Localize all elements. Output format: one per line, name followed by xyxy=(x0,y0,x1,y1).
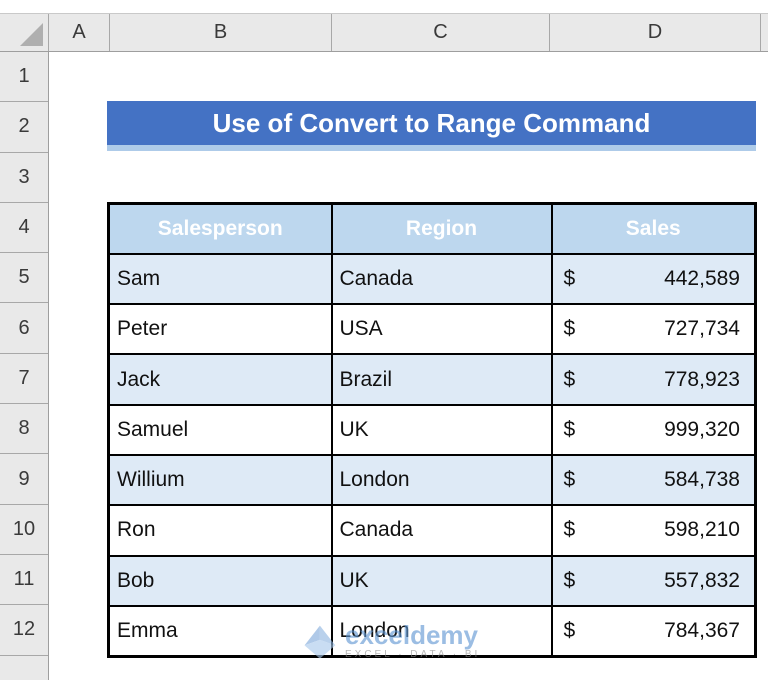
currency-symbol: $ xyxy=(563,468,576,492)
cell-region[interactable]: UK xyxy=(330,554,553,607)
table-row: Peter USA $ 727,734 xyxy=(107,303,757,356)
table-row: Sam Canada $ 442,589 xyxy=(107,252,757,306)
header-salesperson[interactable]: Salesperson xyxy=(107,202,333,255)
cell-sales[interactable]: $ 778,923 xyxy=(550,353,757,406)
sales-amount: 598,210 xyxy=(664,518,740,542)
column-header-d[interactable]: D xyxy=(550,14,761,51)
row-header-7[interactable]: 7 xyxy=(0,354,48,405)
row-header-1[interactable]: 1 xyxy=(0,52,48,103)
row-header-2[interactable]: 2 xyxy=(0,102,48,153)
column-header-a[interactable]: A xyxy=(49,14,110,51)
currency-symbol: $ xyxy=(563,417,576,441)
cell-region[interactable]: USA xyxy=(330,303,553,356)
cell-region[interactable]: London xyxy=(330,604,553,658)
cell-region[interactable]: Brazil xyxy=(330,353,553,406)
sales-amount: 778,923 xyxy=(664,367,740,391)
cell-salesperson[interactable]: Samuel xyxy=(107,403,333,456)
currency-symbol: $ xyxy=(563,266,576,290)
cell-salesperson[interactable]: Jack xyxy=(107,353,333,406)
cell-salesperson[interactable]: Emma xyxy=(107,604,333,658)
sales-amount: 442,589 xyxy=(664,266,740,290)
row-header-12[interactable]: 12 xyxy=(0,605,48,656)
cell-salesperson[interactable]: Ron xyxy=(107,504,333,557)
cell-sales[interactable]: $ 999,320 xyxy=(550,403,757,456)
title-banner-text: Use of Convert to Range Command xyxy=(212,107,651,138)
cell-salesperson[interactable]: Bob xyxy=(107,554,333,607)
cell-region[interactable]: Canada xyxy=(330,504,553,557)
cell-sales[interactable]: $ 442,589 xyxy=(550,252,757,306)
row-header-9[interactable]: 9 xyxy=(0,454,48,505)
row-header-11[interactable]: 11 xyxy=(0,555,48,606)
row-header-5[interactable]: 5 xyxy=(0,253,48,304)
cell-region[interactable]: Canada xyxy=(330,252,553,306)
sales-amount: 584,738 xyxy=(664,468,740,492)
select-all-triangle-icon xyxy=(20,23,43,46)
cell-sales[interactable]: $ 584,738 xyxy=(550,453,757,507)
table-row: Emma London $ 784,367 xyxy=(107,604,757,658)
table-row: Willium London $ 584,738 xyxy=(107,453,757,507)
sales-table: Salesperson Region Sales Sam Canada $ 44… xyxy=(107,202,757,658)
table-row: Samuel UK $ 999,320 xyxy=(107,403,757,456)
cell-sales[interactable]: $ 557,832 xyxy=(550,554,757,607)
table-row: Bob UK $ 557,832 xyxy=(107,554,757,607)
table-header-row: Salesperson Region Sales xyxy=(107,202,757,255)
row-header-3[interactable]: 3 xyxy=(0,153,48,203)
cell-salesperson[interactable]: Willium xyxy=(107,453,333,507)
row-header-13-partial[interactable] xyxy=(0,656,48,680)
table-row: Ron Canada $ 598,210 xyxy=(107,504,757,557)
currency-symbol: $ xyxy=(563,367,576,391)
row-header-rail: 1 2 3 4 5 6 7 8 9 10 11 12 xyxy=(0,52,49,680)
currency-symbol: $ xyxy=(563,518,576,542)
column-header-b[interactable]: B xyxy=(110,14,332,51)
row-header-8[interactable]: 8 xyxy=(0,404,48,455)
table-row: Jack Brazil $ 778,923 xyxy=(107,353,757,406)
header-region[interactable]: Region xyxy=(330,202,553,255)
cell-salesperson[interactable]: Peter xyxy=(107,303,333,356)
column-header-filler xyxy=(761,14,768,51)
currency-symbol: $ xyxy=(563,317,576,341)
row-header-10[interactable]: 10 xyxy=(0,505,48,555)
sales-amount: 727,734 xyxy=(664,317,740,341)
cell-sales[interactable]: $ 598,210 xyxy=(550,504,757,557)
column-header-strip: A B C D xyxy=(0,13,768,52)
cell-salesperson[interactable]: Sam xyxy=(107,252,333,306)
cell-region[interactable]: London xyxy=(330,453,553,507)
sales-amount: 784,367 xyxy=(664,618,740,642)
currency-symbol: $ xyxy=(563,618,576,642)
currency-symbol: $ xyxy=(563,568,576,592)
cell-sales[interactable]: $ 727,734 xyxy=(550,303,757,356)
sales-amount: 999,320 xyxy=(664,417,740,441)
column-header-c[interactable]: C xyxy=(332,14,550,51)
select-all-corner[interactable] xyxy=(0,14,49,51)
row-header-4[interactable]: 4 xyxy=(0,203,48,254)
sales-amount: 557,832 xyxy=(664,568,740,592)
cell-sales[interactable]: $ 784,367 xyxy=(550,604,757,658)
header-sales[interactable]: Sales xyxy=(550,202,757,255)
row-header-6[interactable]: 6 xyxy=(0,303,48,354)
cell-region[interactable]: UK xyxy=(330,403,553,456)
title-banner-cell[interactable]: Use of Convert to Range Command xyxy=(107,101,756,151)
